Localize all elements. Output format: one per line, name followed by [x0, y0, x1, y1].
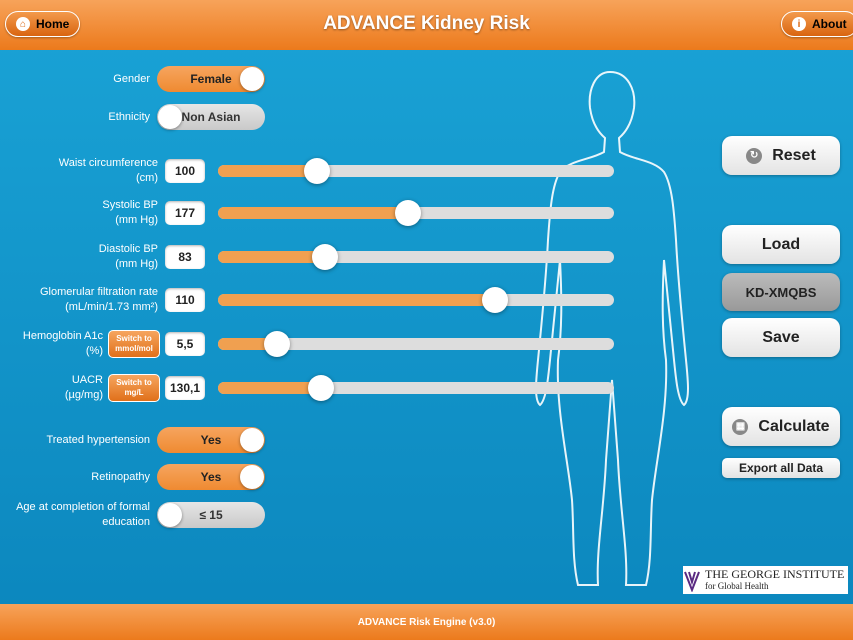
slider-fill: [218, 251, 325, 263]
field-label: Retinopathy: [91, 470, 150, 485]
label-line: Gender: [113, 72, 150, 85]
switch-line: Switch to: [116, 378, 152, 387]
calculate-label: Calculate: [758, 417, 830, 435]
label-line: (%): [85, 345, 103, 357]
slider-fill: [218, 207, 409, 219]
field-label: Hemoglobin A1c (%): [23, 329, 103, 359]
label-line: UACR: [71, 374, 103, 386]
label-line: (cm): [136, 172, 158, 184]
toggle-value: Female: [190, 72, 232, 86]
save-button[interactable]: Save: [722, 318, 840, 357]
switch-button[interactable]: Switch to mmol/mol: [108, 330, 160, 358]
label-line: Ethnicity: [108, 110, 150, 123]
slider-fill: [218, 165, 317, 177]
export-button[interactable]: Export all Data: [722, 458, 840, 478]
logo-sub: for Global Health: [705, 581, 769, 591]
home-button[interactable]: ⌂ Home: [5, 11, 81, 37]
switch-line: Switch to: [116, 334, 152, 343]
slider-knob[interactable]: [307, 375, 334, 401]
label-line: education: [102, 516, 150, 528]
field-label: Ethnicity: [108, 110, 150, 125]
toggle[interactable]: Yes: [157, 427, 265, 453]
toggle[interactable]: Female: [157, 66, 265, 92]
label-line: Glomerular filtration rate: [40, 286, 158, 298]
slider-fill: [218, 382, 321, 394]
label-line: (mm Hg): [115, 258, 158, 270]
toggle-knob: [240, 428, 264, 452]
label-line: Age at completion of formal: [16, 501, 150, 513]
value-input[interactable]: 5,5: [165, 332, 205, 356]
toggle-knob: [158, 105, 182, 129]
value-input[interactable]: 177: [165, 201, 205, 225]
label-line: (µg/mg): [64, 389, 103, 401]
slider-knob[interactable]: [264, 331, 291, 357]
code-label: KD-XMQBS: [745, 284, 817, 300]
toggle[interactable]: ≤ 15: [157, 502, 265, 528]
slider-track[interactable]: [218, 165, 614, 177]
switch-button[interactable]: Switch to mg/L: [108, 374, 160, 402]
reset-button[interactable]: ↻ Reset: [722, 136, 840, 175]
field-label: Glomerular filtration rate (mL/min/1.73 m…: [40, 285, 158, 315]
label-line: Systolic BP: [102, 199, 158, 211]
toggle-knob: [158, 503, 182, 527]
slider-fill: [218, 338, 278, 350]
toggle-value: Non Asian: [181, 110, 241, 124]
field-label: Systolic BP (mm Hg): [102, 198, 158, 228]
value-input[interactable]: 83: [165, 245, 205, 269]
page-title: ADVANCE Kidney Risk: [323, 13, 530, 34]
logo-name: THE GEORGE INSTITUTE: [705, 567, 845, 581]
toggle-value: Yes: [200, 470, 222, 484]
toggle[interactable]: Non Asian: [157, 104, 265, 130]
home-label: Home: [36, 17, 70, 31]
value-input[interactable]: 100: [165, 159, 205, 183]
label-line: Diastolic BP: [98, 243, 158, 255]
label-line: Hemoglobin A1c: [22, 330, 103, 342]
field-label: Age at completion of formal education: [16, 500, 150, 530]
label-line: Treated hypertension: [46, 433, 150, 446]
save-label: Save: [762, 328, 800, 346]
slider-knob[interactable]: [482, 287, 509, 313]
field-label: Waist circumference (cm): [59, 156, 158, 186]
slider-track[interactable]: [218, 382, 614, 394]
toggle[interactable]: Yes: [157, 464, 265, 490]
logo-mark: [684, 571, 700, 592]
body-silhouette: [535, 70, 689, 586]
load-button[interactable]: Load: [722, 225, 840, 264]
switch-line: mg/L: [124, 388, 144, 397]
field-label: UACR (µg/mg): [65, 373, 103, 403]
label-line: Retinopathy: [91, 470, 150, 483]
footer: ADVANCE Risk Engine (v3.0): [0, 604, 853, 640]
calculate-button[interactable]: ▦ Calculate: [722, 407, 840, 446]
value-input[interactable]: 110: [165, 288, 205, 312]
slider-knob[interactable]: [395, 200, 422, 226]
toggle-knob: [240, 67, 264, 91]
about-button[interactable]: i About: [781, 11, 853, 37]
reset-label: Reset: [772, 146, 816, 164]
slider-knob[interactable]: [311, 244, 338, 270]
field-label: Diastolic BP (mm Hg): [99, 242, 158, 272]
slider-track[interactable]: [218, 251, 614, 263]
code-field[interactable]: KD-XMQBS: [722, 273, 840, 311]
field-label: Gender: [113, 72, 150, 87]
label-line: (mL/min/1.73 mm²): [65, 301, 158, 313]
slider-knob[interactable]: [304, 158, 330, 184]
slider-track[interactable]: [218, 338, 614, 350]
label-line: (mm Hg): [115, 214, 158, 226]
load-label: Load: [761, 235, 801, 253]
toggle-knob: [240, 465, 264, 489]
field-label: Treated hypertension: [46, 433, 150, 448]
label-line: Waist circumference: [58, 157, 158, 169]
switch-line: mmol/mol: [115, 344, 153, 353]
value-input[interactable]: 130,1: [165, 376, 205, 400]
logo: THE GEORGE INSTITUTE for Global Health: [683, 566, 848, 594]
toggle-value: ≤ 15: [199, 508, 223, 522]
about-label: About: [812, 17, 847, 31]
header-bar: [0, 0, 853, 50]
slider-fill: [218, 294, 496, 306]
footer-label: ADVANCE Risk Engine (v3.0): [357, 616, 496, 628]
export-label: Export all Data: [738, 461, 824, 475]
toggle-value: Yes: [200, 433, 222, 447]
slider-track[interactable]: [218, 294, 614, 306]
